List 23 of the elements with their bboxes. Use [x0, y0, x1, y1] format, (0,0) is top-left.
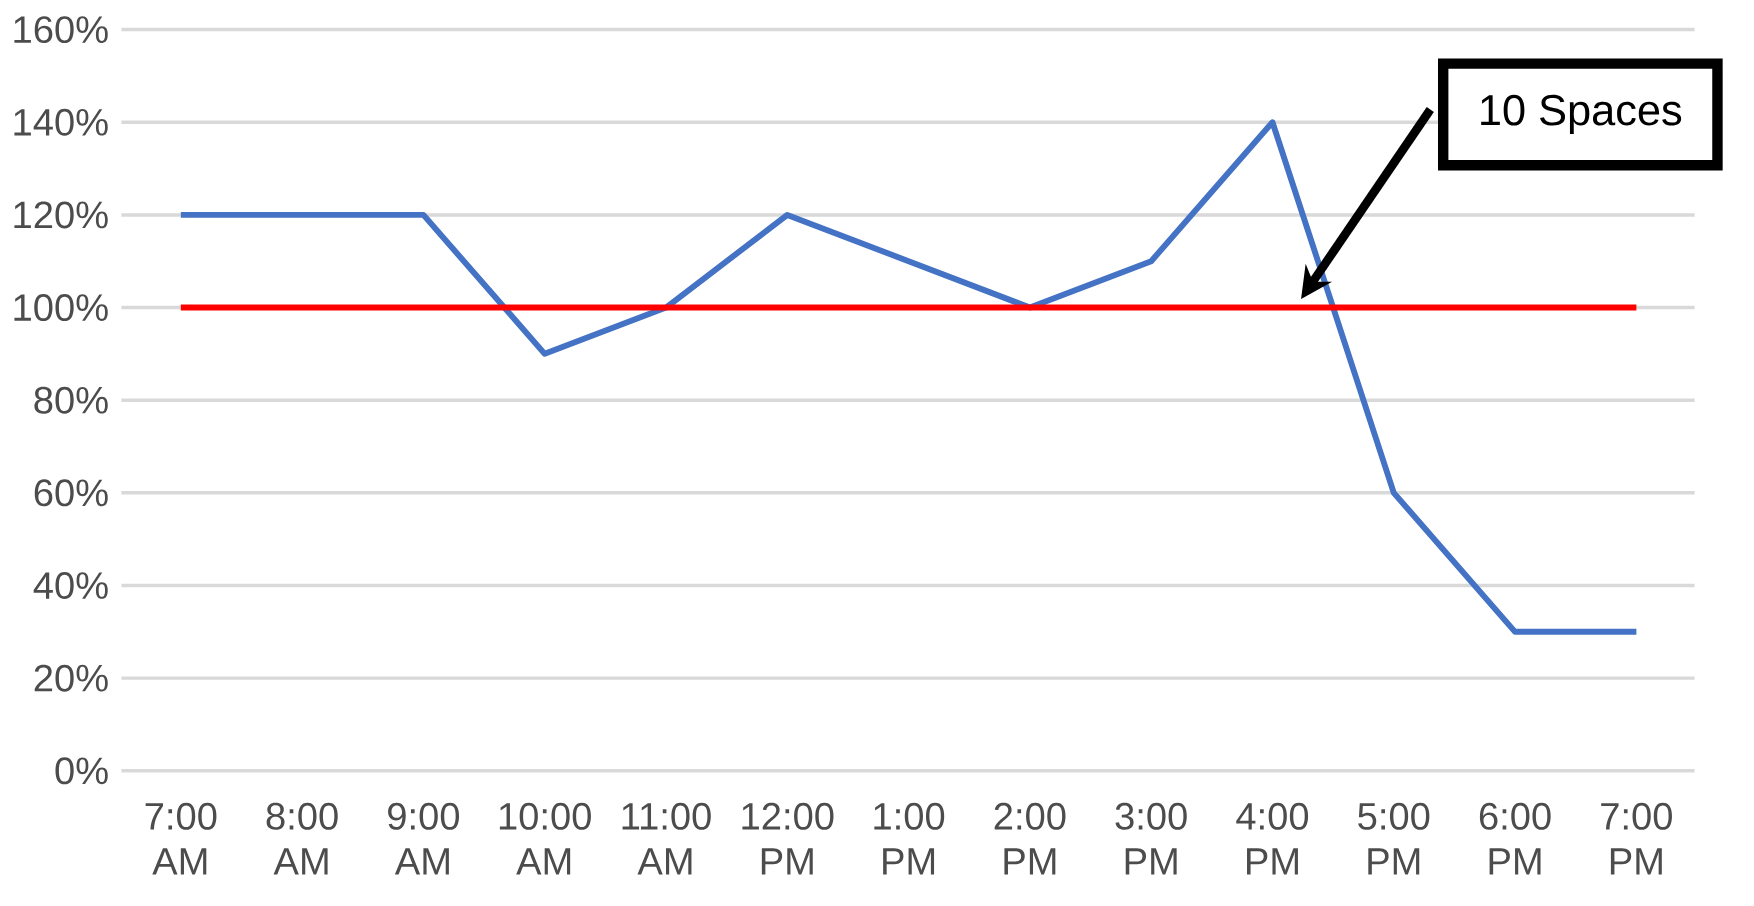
x-tick-label: 5:00 PM [1358, 802, 1430, 875]
x-tick-label: 7:00 PM [1601, 802, 1672, 875]
y-tick-label: 60% [34, 479, 108, 507]
y-tick-label: 160% [14, 16, 108, 44]
x-tick-label: 4:00 PM [1236, 802, 1309, 875]
y-tick-label: 40% [33, 572, 108, 600]
y-tick-label: 120% [14, 201, 108, 229]
annotation: 10 Spaces [1481, 94, 1682, 135]
y-tick-label: 0% [55, 757, 108, 785]
x-tick-label: 1:00 PM [874, 802, 945, 875]
x-tick-label: 3:00 PM [1115, 802, 1187, 875]
y-tick-label: 20% [34, 664, 108, 692]
x-tick-label: 10:00 AM [499, 802, 591, 875]
x-tick-label: 11:00 AM [622, 802, 711, 875]
x-tick-label: 6:00 PM [1479, 802, 1551, 875]
y-tick-label: 140% [14, 108, 108, 136]
y-tick-label: 80% [34, 386, 108, 414]
x-tick-label: 9:00 AM [388, 802, 460, 875]
x-tick-label: 8:00 AM [266, 802, 338, 875]
x-tick-label: 2:00 PM [994, 802, 1066, 875]
x-tick-label: 7:00 AM [145, 802, 217, 875]
y-tick-label: 100% [14, 294, 108, 322]
x-tick-label: 12:00 PM [742, 802, 834, 875]
